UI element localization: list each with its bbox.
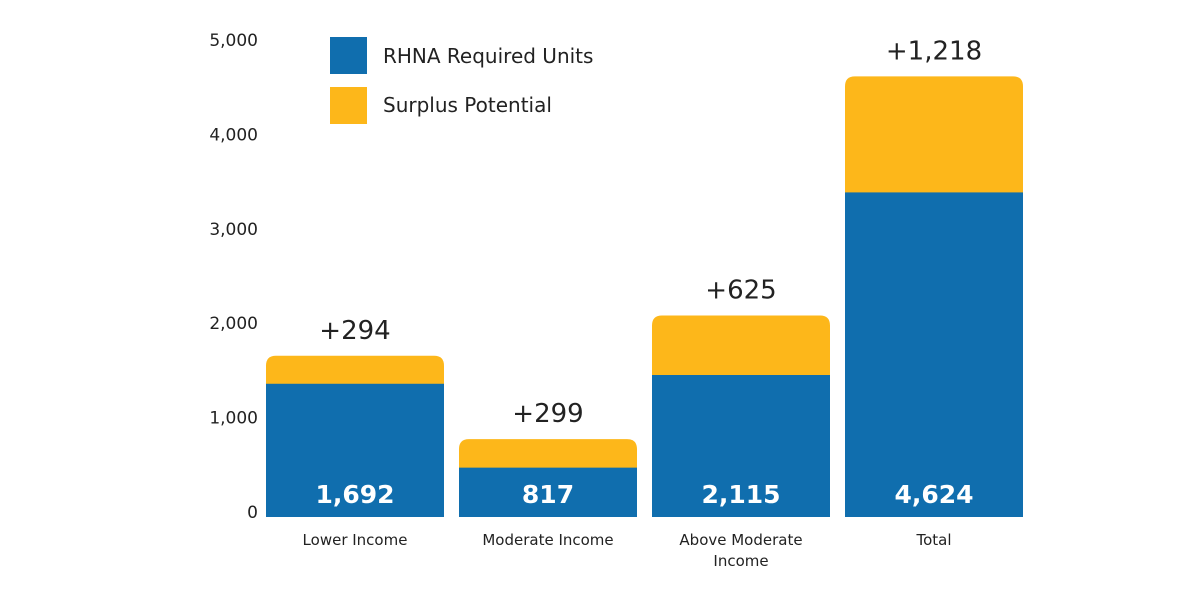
surplus-label: +1,218 [886,36,982,66]
legend-label: Surplus Potential [383,93,552,117]
bar-rhna-required [652,375,830,517]
y-tick-label: 3,000 [209,220,258,240]
x-category-label: Income [713,552,768,570]
y-tick-label: 0 [247,503,258,523]
x-category-label: Total [915,531,951,549]
legend-label: RHNA Required Units [383,44,593,68]
surplus-label: +294 [319,316,390,346]
legend-swatch [330,87,367,124]
y-tick-label: 1,000 [209,409,258,429]
total-label: 817 [522,480,574,509]
legend-swatch [330,37,367,74]
bar-surplus-potential [266,355,444,385]
bar-rhna-required [845,192,1023,517]
surplus-label: +299 [512,399,583,429]
bar-surplus-potential [845,76,1023,194]
y-tick-label: 2,000 [209,314,258,334]
y-tick-label: 5,000 [209,31,258,51]
bar-surplus-potential [652,315,830,377]
bar-rhna-required [266,383,444,517]
bar-rhna-required [459,467,637,517]
x-category-label: Above Moderate [679,531,802,549]
total-label: 2,115 [701,480,780,509]
x-category-label: Moderate Income [482,531,613,549]
y-tick-label: 4,000 [209,125,258,145]
x-category-label: Lower Income [303,531,408,549]
total-label: 1,692 [315,480,394,509]
total-label: 4,624 [894,480,973,509]
surplus-label: +625 [705,275,776,305]
bar-surplus-potential [459,439,637,469]
